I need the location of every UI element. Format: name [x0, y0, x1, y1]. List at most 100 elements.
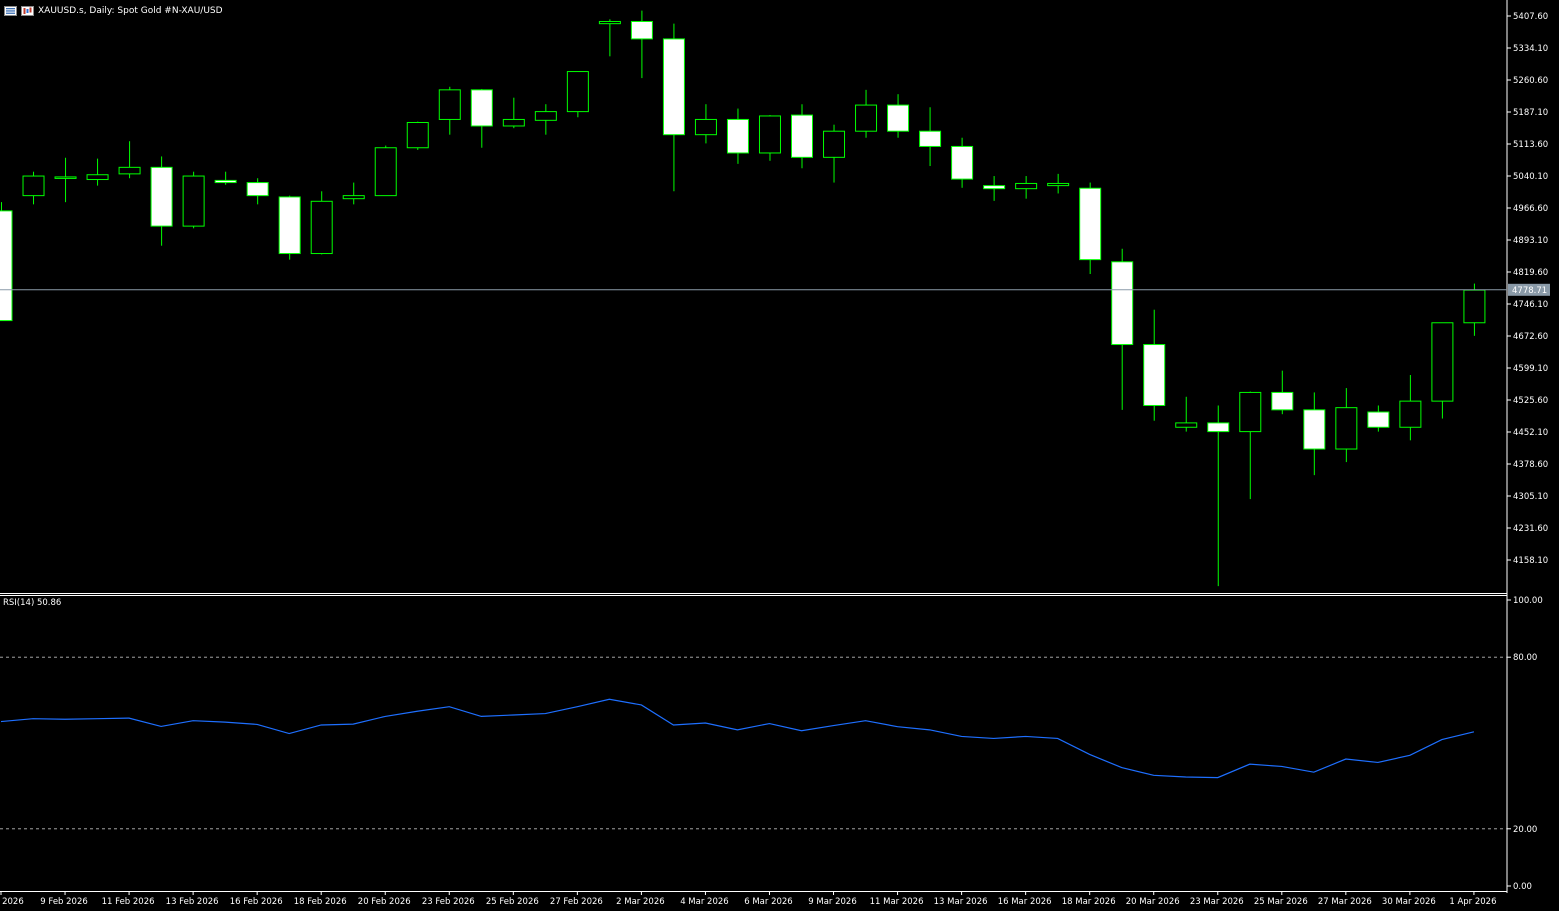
candle — [438, 86, 461, 135]
symbol-title: XAUUSD.s, Daily: Spot Gold #N-XAU/USD — [38, 6, 223, 16]
price-tick-label: 4158.10 — [1513, 556, 1548, 566]
price-tick-label: 4746.10 — [1513, 300, 1548, 310]
bid-line: 4778.71 — [0, 283, 1550, 296]
candle — [1143, 309, 1166, 421]
candle-body — [534, 111, 557, 121]
candle — [1015, 176, 1038, 199]
candle — [502, 97, 525, 129]
price-tick-label: 5187.10 — [1513, 108, 1548, 118]
candle-body — [1143, 344, 1166, 406]
candle — [214, 171, 237, 185]
price-tick-label: 5260.60 — [1513, 76, 1548, 86]
candle-body — [758, 115, 781, 154]
bid-price-label: 4778.71 — [1512, 286, 1547, 296]
candle-body — [182, 175, 205, 227]
candle — [1367, 405, 1390, 432]
candle — [566, 71, 589, 118]
candle — [726, 108, 749, 164]
candle-body — [1335, 407, 1358, 450]
candles — [0, 10, 1486, 587]
candle-body — [1239, 391, 1262, 433]
price-axis: 5407.60 5334.10 5260.60 5187.10 5113.60 5040.… — [1507, 12, 1548, 566]
candle-body — [118, 166, 141, 175]
chart-type-icon[interactable] — [21, 6, 34, 16]
candle — [0, 202, 13, 322]
time-tick-label: 20 Feb 2026 — [358, 897, 411, 907]
time-tick-label: 18 Feb 2026 — [294, 897, 347, 907]
time-tick-label: 5 Feb 2026 — [0, 897, 24, 907]
chart-frame — [0, 0, 1508, 893]
rsi-indicator: 100.00 80.00 20.00 0.00 — [0, 596, 1543, 892]
candle — [1431, 322, 1454, 419]
candle — [887, 94, 910, 138]
candle-body — [406, 121, 429, 149]
candle — [951, 137, 974, 188]
candle — [855, 89, 878, 138]
candle — [1111, 248, 1134, 410]
candle-body — [214, 179, 237, 184]
candle-body — [1271, 391, 1294, 411]
chart-header: XAUUSD.s, Daily: Spot Gold #N-XAU/USD — [4, 4, 223, 18]
candle-body — [246, 182, 269, 197]
time-tick-label: 13 Feb 2026 — [166, 897, 219, 907]
candle-body — [0, 210, 13, 322]
price-tick-label: 4231.60 — [1513, 524, 1548, 534]
candle — [1239, 391, 1262, 500]
candle-body — [1015, 182, 1038, 190]
candle — [246, 178, 269, 205]
price-tick-label: 4452.10 — [1513, 428, 1548, 438]
rsi-tick-label: 20.00 — [1513, 825, 1537, 835]
candle — [1079, 182, 1102, 275]
candle — [919, 107, 942, 167]
candle — [823, 124, 846, 183]
candle-body — [470, 89, 493, 127]
price-tick-label: 4378.60 — [1513, 460, 1548, 470]
time-tick-label: 6 Mar 2026 — [744, 897, 792, 907]
candle — [86, 158, 109, 186]
candle — [598, 19, 621, 57]
candle — [182, 171, 205, 229]
candle — [278, 195, 301, 260]
candle — [1207, 405, 1230, 587]
candle-body — [374, 147, 397, 197]
time-tick-label: 25 Mar 2026 — [1254, 897, 1308, 907]
candle-body — [630, 20, 653, 40]
rsi-line — [0, 698, 1475, 779]
candle — [1303, 392, 1326, 476]
candle-body — [983, 185, 1006, 190]
candle — [1047, 173, 1070, 194]
candle — [374, 145, 397, 197]
price-tick-label: 4672.60 — [1513, 332, 1548, 342]
time-axis: 5 Feb 2026 9 Feb 2026 11 Feb 2026 13 Feb 20… — [0, 891, 1496, 907]
candle — [662, 23, 685, 192]
candle-body — [1399, 400, 1422, 428]
candle-body — [278, 196, 301, 255]
rsi-tick-label: 100.00 — [1513, 596, 1543, 606]
time-tick-label: 16 Mar 2026 — [998, 897, 1052, 907]
candle-body — [1303, 409, 1326, 450]
candle — [1463, 283, 1486, 336]
candle — [470, 88, 493, 148]
candle-body — [54, 176, 77, 179]
price-tick-label: 5113.60 — [1513, 140, 1548, 150]
candle — [342, 182, 365, 205]
price-tick-label: 5407.60 — [1513, 12, 1548, 22]
rsi-tick-label: 0.00 — [1513, 882, 1532, 892]
candle-body — [726, 118, 749, 154]
chart-properties-icon[interactable] — [4, 6, 17, 16]
time-tick-label: 23 Mar 2026 — [1190, 897, 1244, 907]
candle-body — [823, 130, 846, 158]
time-tick-label: 20 Mar 2026 — [1126, 897, 1180, 907]
time-tick-label: 2 Mar 2026 — [616, 897, 664, 907]
candle — [310, 191, 333, 255]
time-tick-label: 11 Feb 2026 — [102, 897, 155, 907]
candle — [1399, 375, 1422, 441]
time-tick-label: 23 Feb 2026 — [422, 897, 475, 907]
candle-body — [1207, 422, 1230, 433]
candle — [1271, 370, 1294, 415]
time-tick-label: 18 Mar 2026 — [1062, 897, 1116, 907]
price-tick-label: 4525.60 — [1513, 396, 1548, 406]
candle-body — [310, 200, 333, 255]
candle — [630, 10, 653, 79]
